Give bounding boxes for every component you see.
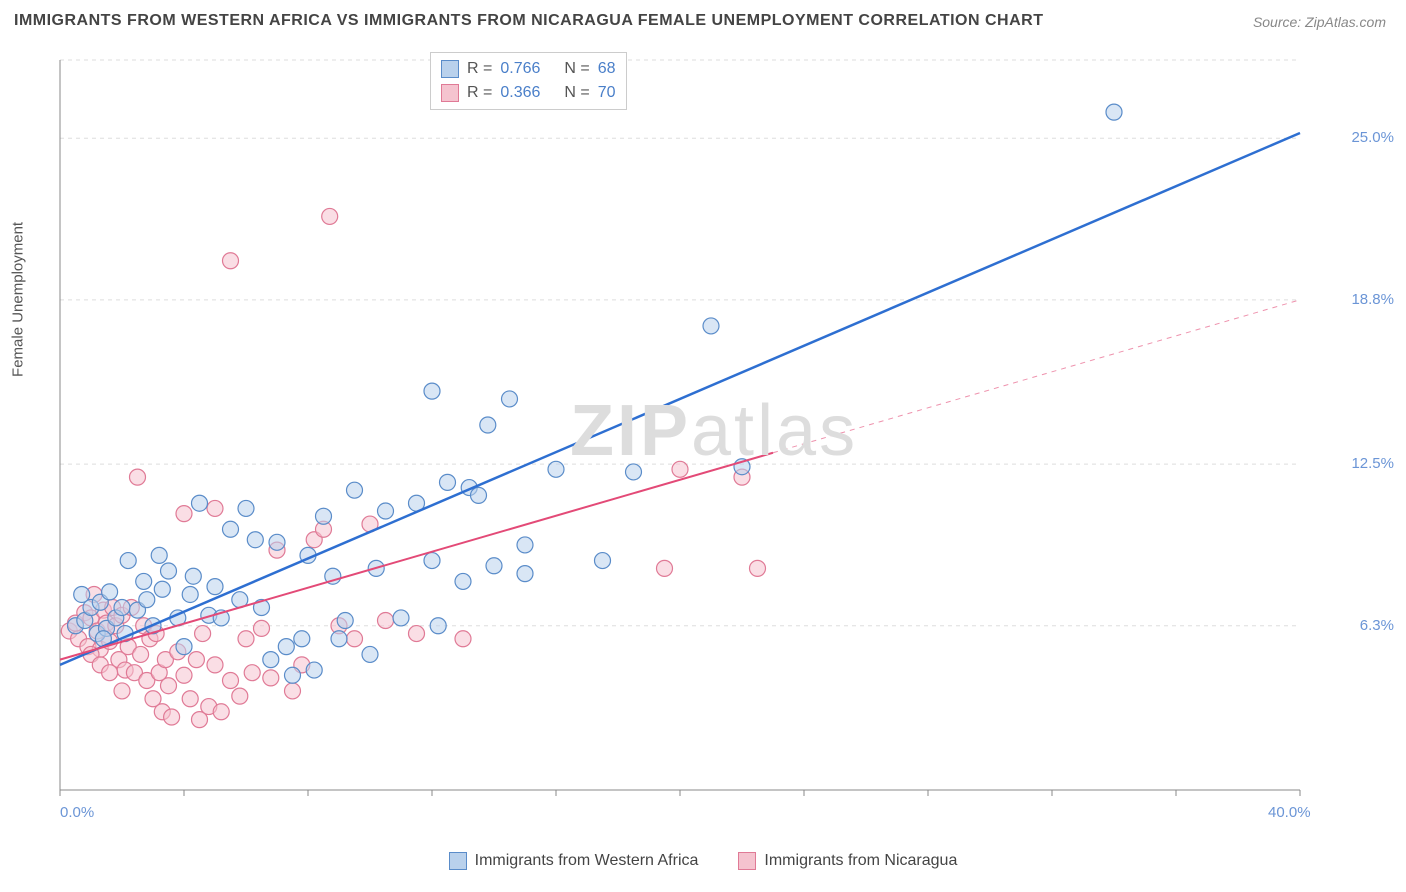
bottom-legend: Immigrants from Western Africa Immigrants… xyxy=(0,852,1406,870)
legend-swatch xyxy=(738,852,756,870)
y-tick-label: 6.3% xyxy=(1360,617,1394,634)
scatter-chart-svg xyxy=(50,40,1360,840)
x-tick-label: 0.0% xyxy=(60,804,94,821)
legend-label: Immigrants from Western Africa xyxy=(475,852,699,870)
legend-swatch xyxy=(449,852,467,870)
stats-row: R = 0.366 N = 70 xyxy=(441,81,616,105)
stat-n-label: N = xyxy=(564,60,589,78)
stat-n-value: 70 xyxy=(598,84,616,102)
stat-n-value: 68 xyxy=(598,60,616,78)
y-tick-label: 25.0% xyxy=(1351,129,1394,146)
legend-swatch xyxy=(441,84,459,102)
stat-r-value: 0.366 xyxy=(500,84,540,102)
source-label: Source: ZipAtlas.com xyxy=(1253,14,1386,30)
x-tick-label: 40.0% xyxy=(1268,804,1311,821)
stat-r-value: 0.766 xyxy=(500,60,540,78)
bottom-legend-item: Immigrants from Nicaragua xyxy=(738,852,957,870)
stat-r-label: R = xyxy=(467,60,492,78)
y-axis-label: Female Unemployment xyxy=(10,222,27,377)
stat-n-label: N = xyxy=(564,84,589,102)
y-tick-label: 12.5% xyxy=(1351,455,1394,472)
legend-swatch xyxy=(441,60,459,78)
stats-legend-box: R = 0.766 N = 68 R = 0.366 N = 70 xyxy=(430,52,627,110)
chart-title: IMMIGRANTS FROM WESTERN AFRICA VS IMMIGR… xyxy=(14,12,1043,30)
chart-container: IMMIGRANTS FROM WESTERN AFRICA VS IMMIGR… xyxy=(0,0,1406,892)
legend-label: Immigrants from Nicaragua xyxy=(764,852,957,870)
y-tick-label: 18.8% xyxy=(1351,291,1394,308)
stats-row: R = 0.766 N = 68 xyxy=(441,57,616,81)
stat-r-label: R = xyxy=(467,84,492,102)
bottom-legend-item: Immigrants from Western Africa xyxy=(449,852,699,870)
